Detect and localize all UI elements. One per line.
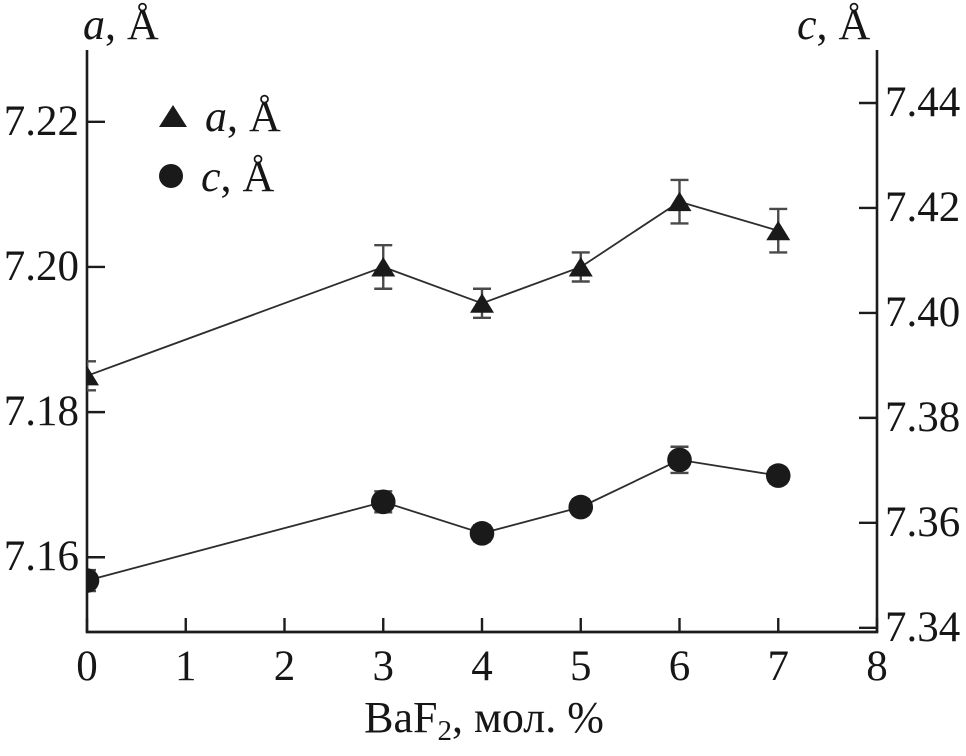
legend: a, Å c, Å xyxy=(157,86,281,206)
circle-marker xyxy=(87,568,100,593)
circle-icon xyxy=(159,164,183,188)
x-tick-label: 8 xyxy=(866,643,888,690)
x-axis-label-unit: , мол. % xyxy=(452,693,604,742)
right-tick-label: 7.34 xyxy=(885,603,961,651)
left-tick-label: 7.16 xyxy=(3,533,79,581)
right-tick-label: 7.36 xyxy=(885,498,961,546)
left-tick-label: 7.20 xyxy=(3,242,79,290)
x-tick-label: 7 xyxy=(767,643,790,690)
left-axis-unit: , Å xyxy=(105,0,159,49)
x-tick-label: 6 xyxy=(668,643,691,690)
legend-item-a: a, Å xyxy=(157,86,281,146)
left-tick-label: 7.18 xyxy=(3,388,79,436)
triangle-marker xyxy=(371,256,396,277)
circle-marker xyxy=(765,463,791,488)
circle-marker xyxy=(667,447,692,473)
x-tick-label: 3 xyxy=(372,643,395,690)
x-tick-label: 2 xyxy=(273,643,296,690)
left-tick-label: 7.22 xyxy=(3,97,79,145)
right-tick-label: 7.44 xyxy=(885,79,961,126)
right-tick-label: 7.38 xyxy=(885,393,961,441)
right-tick-label: 7.42 xyxy=(885,183,961,231)
legend-item-c: c, Å xyxy=(157,146,281,206)
legend-label-a-var: a xyxy=(205,91,227,141)
legend-label-c: c, Å xyxy=(201,151,274,202)
right-axis-unit: , Å xyxy=(816,0,871,49)
legend-label-a: a, Å xyxy=(205,91,281,142)
triangle-marker xyxy=(766,220,791,241)
x-tick-label: 5 xyxy=(570,643,592,690)
legend-label-a-rest: , Å xyxy=(227,91,281,141)
x-tick-label: 4 xyxy=(471,643,493,690)
error-bar xyxy=(87,360,96,392)
series-a xyxy=(87,178,791,392)
triangle-icon xyxy=(159,105,187,127)
triangle-marker xyxy=(667,191,692,212)
legend-label-c-var: c xyxy=(201,151,221,201)
x-axis-label-formula: BaF xyxy=(364,693,438,742)
right-axis-title: c, Å xyxy=(797,0,871,49)
right-axis-variable: c xyxy=(797,0,817,49)
left-axis-variable: a xyxy=(83,0,105,49)
triangle-marker xyxy=(87,365,99,386)
series-line xyxy=(87,458,779,582)
right-tick-label: 7.40 xyxy=(885,288,961,336)
circle-marker xyxy=(370,489,396,515)
circle-marker xyxy=(568,494,594,520)
triangle-marker xyxy=(568,256,593,277)
x-tick-label: 0 xyxy=(76,643,98,690)
x-tick-label: 1 xyxy=(175,643,197,690)
circle-marker xyxy=(469,521,495,546)
triangle-marker xyxy=(470,293,494,313)
series-c xyxy=(87,445,791,593)
x-axis-label-subscript: 2 xyxy=(437,715,452,748)
legend-label-c-rest: , Å xyxy=(220,151,275,201)
x-axis-label: BaF2, мол. % xyxy=(334,692,634,748)
left-axis-title: a, Å xyxy=(83,0,159,49)
series-line xyxy=(87,200,779,377)
